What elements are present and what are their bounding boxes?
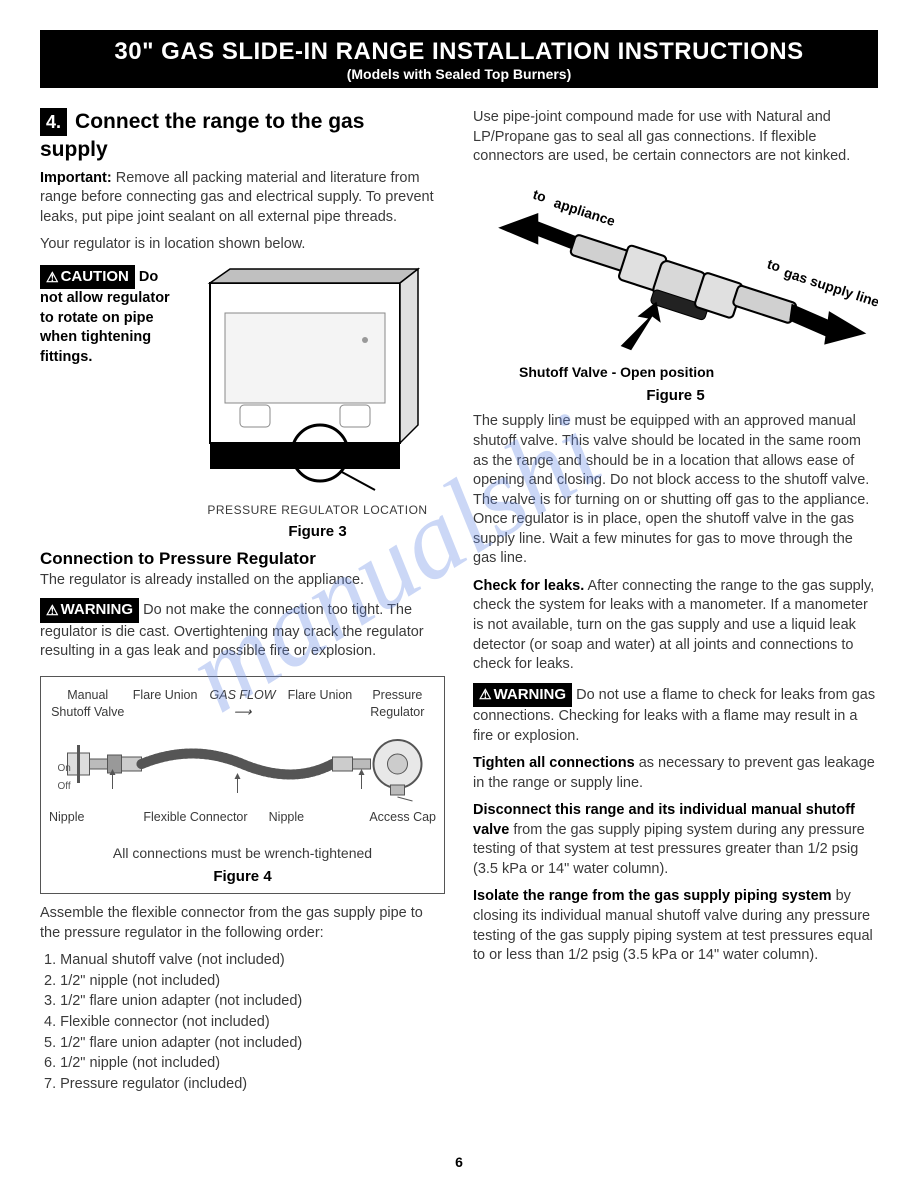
warning-label-box: ⚠WARNING: [40, 598, 139, 622]
svg-text:to: to: [765, 256, 782, 274]
figure3-illustration: PRESSURE REGULATOR LOCATION Figure 3: [190, 265, 445, 542]
figure5-shutoff-label: Shutoff Valve - Open position: [519, 363, 878, 382]
fig4-label: Pressure Regulator: [359, 687, 436, 721]
warning-label: WARNING: [61, 601, 134, 618]
figure4-caption: Figure 4: [49, 867, 436, 887]
title-main: 30" GAS SLIDE-IN RANGE INSTALLATION INST…: [40, 38, 878, 66]
list-item: 7. Pressure regulator (included): [44, 1075, 445, 1095]
disconnect-text: from the gas supply piping system during…: [473, 822, 865, 877]
tighten-paragraph: Tighten all connections as necessary to …: [473, 754, 878, 793]
supply-line-text: The supply line must be equipped with an…: [473, 412, 878, 569]
warning2-block: ⚠WARNING Do not use a flame to check for…: [473, 683, 878, 746]
warning2-label-box: ⚠WARNING: [473, 683, 572, 707]
svg-text:appliance: appliance: [552, 195, 617, 229]
regulator-note: Your regulator is in location shown belo…: [40, 235, 445, 255]
figure4-bottom-labels: Nipple Flexible Connector Nipple Access …: [49, 809, 436, 826]
pressure-text: The regulator is already installed on th…: [40, 571, 445, 591]
warning-triangle-icon: ⚠: [479, 685, 492, 704]
fig4-label: Flexible Connector: [122, 809, 268, 826]
fig4-label: Flare Union: [126, 687, 203, 721]
caution-block: ⚠CAUTION Do not allow regulator to rotat…: [40, 265, 180, 368]
svg-text:gas supply line: gas supply line: [782, 265, 878, 310]
figure5-svg: to appliance to gas sup: [473, 175, 878, 365]
list-item: 6. 1/2" nipple (not included): [44, 1054, 445, 1074]
isolate-label: Isolate the range from the gas supply pi…: [473, 888, 832, 904]
list-item: 2. 1/2" nipple (not included): [44, 972, 445, 992]
step-heading-line1: Connect the range to the gas: [75, 110, 364, 133]
step-heading-row: 4. Connect the range to the gas: [40, 108, 445, 136]
tighten-label: Tighten all connections: [473, 755, 635, 771]
left-column: 4. Connect the range to the gas supply I…: [40, 108, 445, 1095]
important-paragraph: Important: Remove all packing material a…: [40, 169, 445, 228]
figure3-row: ⚠CAUTION Do not allow regulator to rotat…: [40, 265, 445, 542]
fig4-label: Nipple: [49, 809, 122, 826]
list-item: 1. Manual shutoff valve (not included): [44, 951, 445, 971]
fig4-label: Flare Union: [281, 687, 358, 721]
caution-label: CAUTION: [61, 268, 129, 285]
check-leaks-label: Check for leaks.: [473, 578, 584, 594]
warning-block: ⚠WARNING Do not make the connection too …: [40, 598, 445, 661]
step-heading-line2: supply: [40, 136, 445, 164]
fig4-label: Nipple: [269, 809, 342, 826]
warning2-label: WARNING: [494, 686, 567, 703]
figure4-box: Manual Shutoff Valve Flare Union GAS FLO…: [40, 676, 445, 894]
assemble-list: 1. Manual shutoff valve (not included) 2…: [44, 951, 445, 1094]
caution-label-box: ⚠CAUTION: [40, 265, 135, 289]
fig4-label: Manual Shutoff Valve: [49, 687, 126, 721]
figure5-wrap: to appliance to gas sup: [473, 175, 878, 407]
figure4-top-labels: Manual Shutoff Valve Flare Union GAS FLO…: [49, 687, 436, 721]
title-bar: 30" GAS SLIDE-IN RANGE INSTALLATION INST…: [40, 30, 878, 88]
warning-triangle-icon: ⚠: [46, 601, 59, 620]
list-item: 4. Flexible connector (not included): [44, 1013, 445, 1033]
right-column: Use pipe-joint compound made for use wit…: [473, 108, 878, 1095]
check-leaks-paragraph: Check for leaks. After connecting the ra…: [473, 577, 878, 675]
list-item: 3. 1/2" flare union adapter (not include…: [44, 992, 445, 1012]
isolate-paragraph: Isolate the range from the gas supply pi…: [473, 887, 878, 965]
step-number-badge: 4.: [40, 108, 67, 136]
figure3-caption: Figure 3: [190, 522, 445, 542]
important-label: Important:: [40, 170, 112, 186]
fig4-label: Access Cap: [342, 809, 436, 826]
figure4-note: All connections must be wrench-tightened: [49, 844, 436, 863]
disconnect-paragraph: Disconnect this range and its individual…: [473, 801, 878, 879]
svg-text:to: to: [531, 186, 548, 204]
svg-text:Off: Off: [58, 781, 71, 792]
content-columns: 4. Connect the range to the gas supply I…: [40, 108, 878, 1095]
assemble-intro: Assemble the flexible connector from the…: [40, 904, 445, 943]
list-item: 5. 1/2" flare union adapter (not include…: [44, 1034, 445, 1054]
figure3-callout: PRESSURE REGULATOR LOCATION: [190, 502, 445, 518]
warning-triangle-icon: ⚠: [46, 268, 59, 287]
figure4-svg: On Off: [49, 723, 436, 803]
fig4-gasflow-label: GAS FLOW ⟶: [204, 687, 281, 721]
title-sub: (Models with Sealed Top Burners): [40, 66, 878, 82]
figure5-caption: Figure 5: [473, 386, 878, 406]
right-intro: Use pipe-joint compound made for use wit…: [473, 108, 878, 167]
pressure-subhead: Connection to Pressure Regulator: [40, 548, 445, 571]
svg-text:On: On: [58, 763, 71, 774]
page-number: 6: [0, 1154, 918, 1170]
